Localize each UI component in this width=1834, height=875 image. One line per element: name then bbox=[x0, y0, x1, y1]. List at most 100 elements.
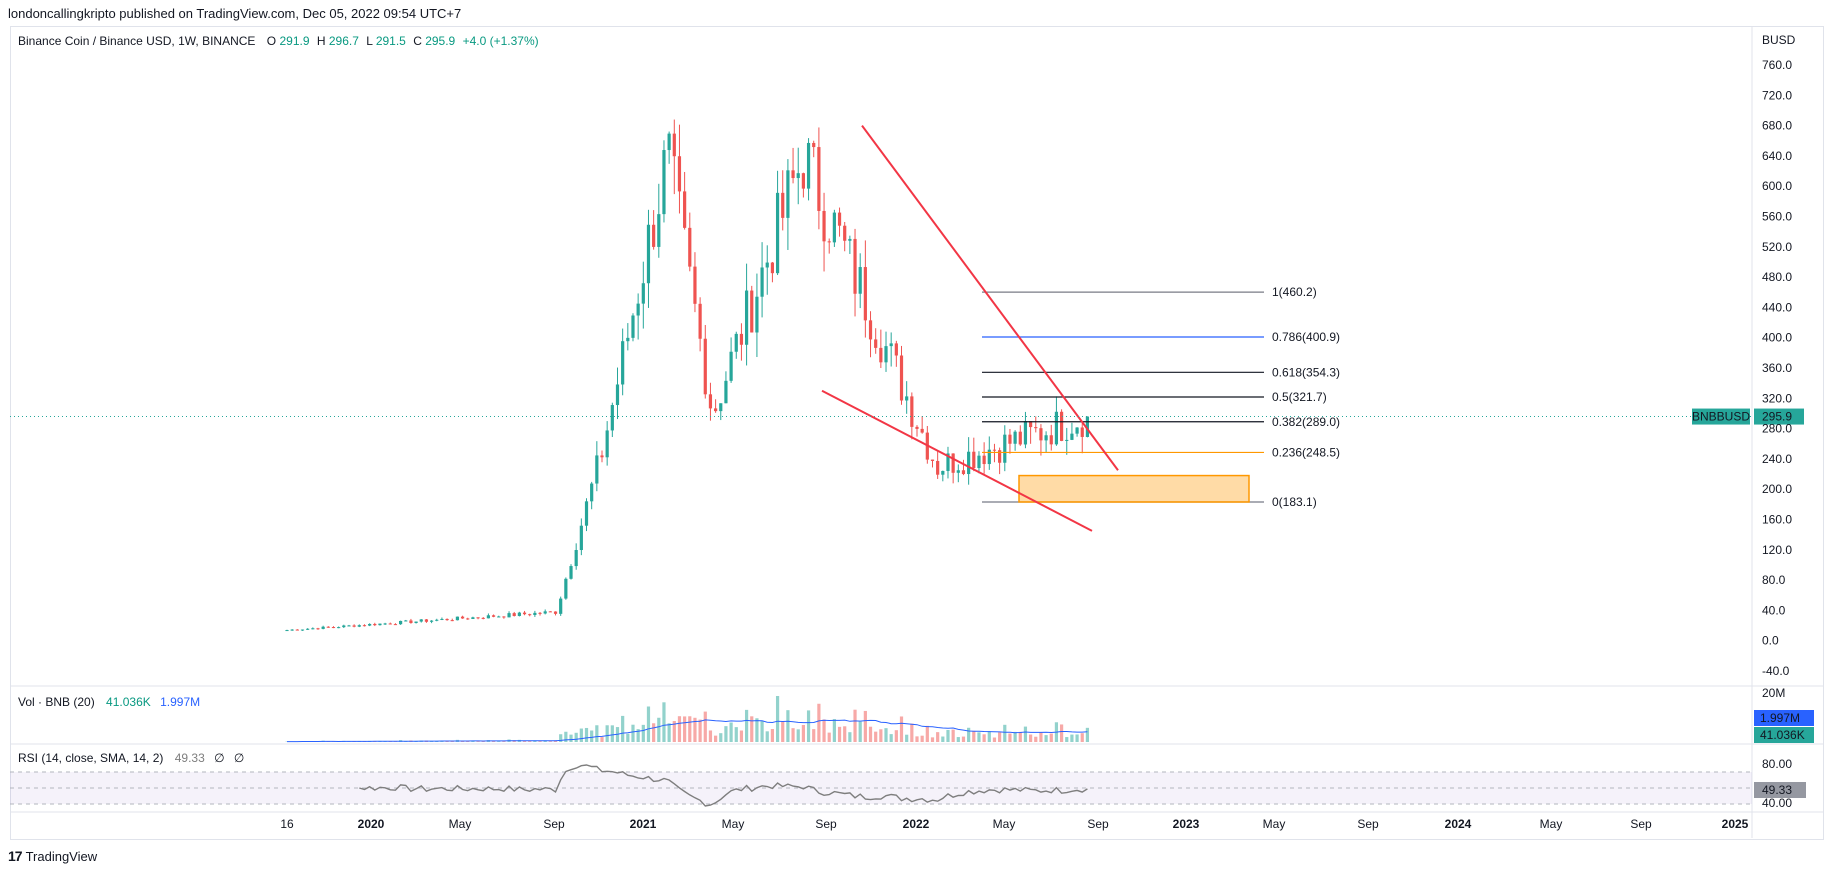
legend-c-label: C bbox=[413, 34, 422, 48]
legend-o-label: O bbox=[267, 34, 276, 48]
volume-bar bbox=[894, 730, 898, 742]
volume-bar bbox=[781, 721, 785, 742]
volume-badge-label: 41.036K bbox=[1760, 728, 1805, 742]
volume-bar bbox=[905, 734, 909, 742]
volume-bar bbox=[775, 696, 780, 742]
candle-body bbox=[951, 453, 955, 473]
volume-bar bbox=[564, 731, 568, 742]
candle-body bbox=[538, 612, 542, 614]
candle-body bbox=[724, 380, 728, 404]
footer[interactable]: 17 TradingView bbox=[8, 848, 97, 864]
volume-bar bbox=[1008, 733, 1012, 742]
legend-change: +4.0 (+1.37%) bbox=[463, 34, 539, 48]
candle-body bbox=[435, 619, 439, 621]
volume-bar bbox=[879, 729, 883, 742]
volume-bar bbox=[579, 728, 583, 742]
price-tick-label: 0.0 bbox=[1762, 634, 1779, 648]
volume-bar bbox=[910, 723, 914, 742]
candle-body bbox=[522, 612, 527, 615]
candle-body bbox=[915, 426, 919, 429]
time-tick-label: 2021 bbox=[630, 817, 657, 831]
rsi-title: RSI (14, close, SMA, 14, 2) bbox=[18, 751, 163, 765]
volume-bar bbox=[528, 741, 532, 742]
volume-bar bbox=[1003, 724, 1007, 742]
candle-body bbox=[404, 620, 408, 622]
volume-bar bbox=[590, 730, 594, 742]
candle-body bbox=[848, 238, 852, 241]
candle-body bbox=[528, 614, 532, 616]
price-tick-label: 160.0 bbox=[1762, 513, 1792, 527]
candle-body bbox=[972, 451, 976, 469]
rsi-axis-label: 80.00 bbox=[1762, 757, 1792, 771]
candle-body bbox=[362, 625, 367, 627]
volume-bar bbox=[584, 727, 589, 742]
candle-body bbox=[610, 405, 614, 431]
volume-bar bbox=[636, 729, 640, 742]
candle-body bbox=[399, 620, 403, 625]
candle-body bbox=[657, 214, 661, 247]
candle-body bbox=[698, 303, 702, 339]
candle-body bbox=[584, 501, 589, 526]
volume-bar bbox=[621, 715, 625, 742]
candle-body bbox=[714, 408, 718, 412]
candle-body bbox=[874, 339, 878, 348]
volume-bar bbox=[1049, 733, 1053, 742]
legend-l-label: L bbox=[366, 34, 373, 48]
volume-bar bbox=[574, 732, 578, 742]
volume-bar bbox=[956, 737, 960, 742]
legend: Binance Coin / Binance USD, 1W, BINANCE … bbox=[18, 34, 539, 48]
candle-body bbox=[1008, 434, 1012, 444]
candle-body bbox=[352, 625, 356, 627]
volume-bar bbox=[770, 729, 775, 742]
candle-body bbox=[564, 578, 568, 599]
volume-bar bbox=[806, 710, 811, 742]
volume-bar bbox=[750, 716, 754, 742]
time-tick-label: 2024 bbox=[1445, 817, 1472, 831]
candle-body bbox=[936, 460, 940, 475]
candle-body bbox=[812, 142, 816, 148]
volume-bar bbox=[631, 724, 635, 742]
volume-bar bbox=[951, 729, 955, 742]
volume-bar bbox=[595, 725, 599, 742]
candle-body bbox=[424, 619, 429, 622]
legend-symbol: Binance Coin / Binance USD, 1W, BINANCE bbox=[18, 34, 255, 48]
volume-bar bbox=[646, 706, 651, 742]
candle-body bbox=[781, 192, 785, 218]
candle-body bbox=[987, 449, 991, 465]
volume-legend: Vol · BNB (20) 41.036K 1.997M bbox=[18, 695, 200, 709]
candle-body bbox=[956, 470, 960, 473]
candle-body bbox=[899, 355, 904, 401]
price-tick-label: 680.0 bbox=[1762, 119, 1792, 133]
volume-bar bbox=[533, 740, 537, 742]
price-tick-label: 560.0 bbox=[1762, 210, 1792, 224]
price-axis: 760.0 720.0 680.0 640.0 600.0 560.0 520.0 480.0… bbox=[1762, 58, 1792, 678]
candle-body bbox=[455, 616, 460, 621]
legend-h-label: H bbox=[317, 34, 326, 48]
fib-level-label: 0.618(354.3) bbox=[1272, 365, 1340, 379]
volume-bar bbox=[610, 725, 614, 742]
candle-body bbox=[605, 430, 609, 458]
candle-body bbox=[337, 627, 341, 629]
candle-body bbox=[1075, 427, 1079, 434]
volume-bar bbox=[744, 709, 749, 742]
volume-bar bbox=[915, 736, 919, 742]
price-tick-label: 40.0 bbox=[1762, 603, 1786, 617]
candle-body bbox=[770, 262, 775, 274]
candle-body bbox=[621, 341, 625, 385]
volume-ma-badge-label: 1.997M bbox=[1760, 711, 1800, 725]
candle-body bbox=[347, 625, 351, 627]
publisher-header: londoncallingkripto published on Trading… bbox=[8, 6, 462, 21]
candle-body bbox=[889, 343, 893, 347]
volume-bar bbox=[538, 741, 542, 742]
volume-bar bbox=[848, 732, 852, 742]
time-tick-label: Sep bbox=[1630, 817, 1652, 831]
volume-bar bbox=[569, 734, 573, 742]
price-tick-label: 640.0 bbox=[1762, 149, 1792, 163]
volume-title: Vol · BNB (20) bbox=[18, 695, 95, 709]
volume-bar bbox=[1065, 737, 1069, 742]
chart-frame bbox=[10, 26, 1824, 840]
candle-body bbox=[662, 150, 666, 215]
candle-body bbox=[595, 455, 599, 484]
candle-body bbox=[1085, 416, 1090, 437]
